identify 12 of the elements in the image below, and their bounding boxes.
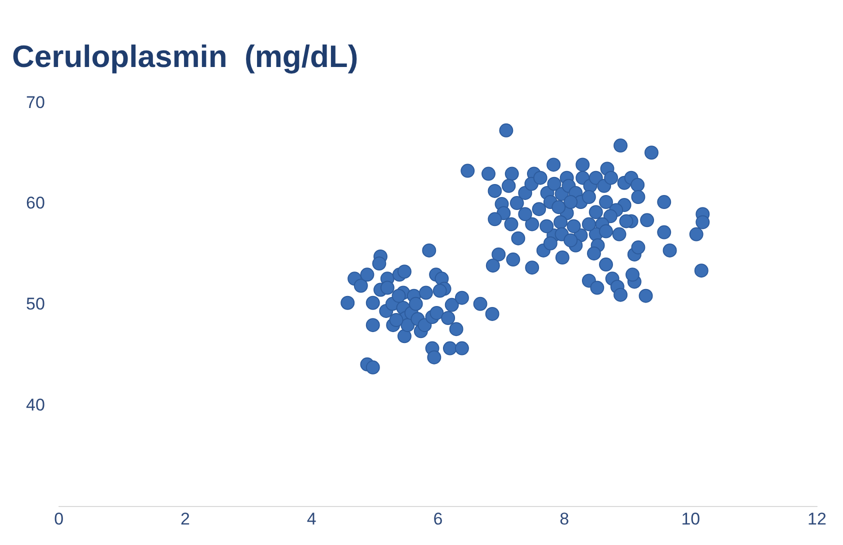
x-tick-label: 12 — [808, 509, 826, 528]
y-tick-label: 40 — [26, 395, 45, 414]
y-tick-label: 50 — [26, 294, 45, 314]
x-tick-label: 0 — [54, 509, 64, 528]
x-tick-label: 4 — [306, 509, 316, 528]
x-tick-label: 8 — [560, 509, 570, 528]
chart-title: Ceruloplasmin (mg/dL) — [12, 39, 358, 74]
x-tick-label: 6 — [433, 509, 443, 528]
y-tick-label: 70 — [26, 92, 45, 112]
x-tick-label: 2 — [180, 509, 190, 528]
x-tick-label: 10 — [681, 509, 700, 528]
y-tick-label: 60 — [26, 194, 45, 213]
